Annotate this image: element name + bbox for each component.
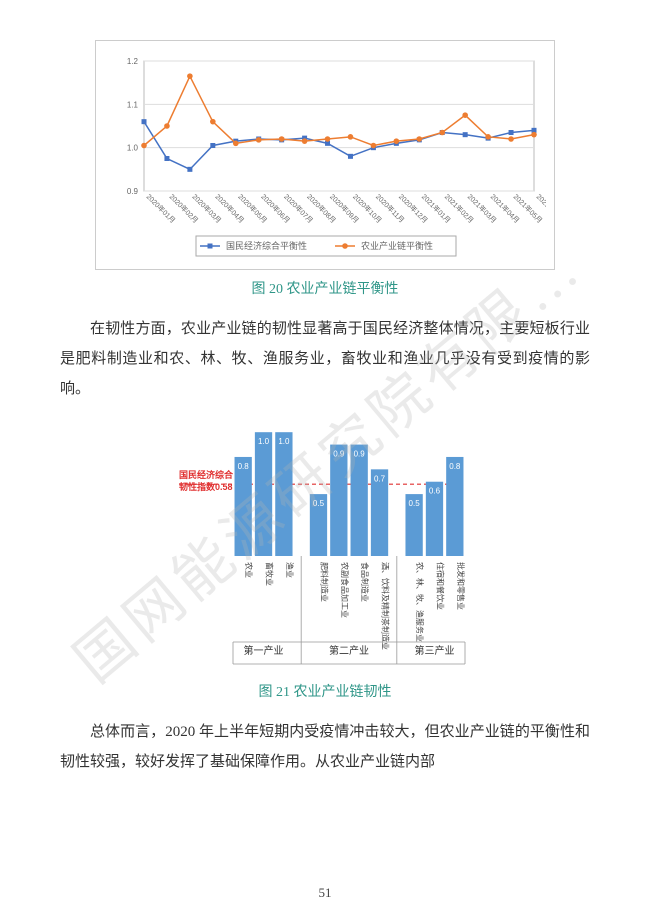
svg-text:1.0: 1.0 bbox=[278, 437, 290, 446]
bar-chart-svg: 国民经济综合韧性指数0.58 0.8 农业 1.0 畜牧业 1.0 渔业 0.5 肥料制造业 0.… bbox=[175, 418, 475, 668]
svg-text:住宿和餐饮业: 住宿和餐饮业 bbox=[435, 562, 445, 610]
svg-text:1.2: 1.2 bbox=[127, 57, 139, 66]
svg-text:畜牧业: 畜牧业 bbox=[265, 562, 275, 586]
svg-text:0.8: 0.8 bbox=[238, 462, 250, 471]
svg-text:第二产业: 第二产业 bbox=[329, 644, 369, 657]
svg-text:农、林、牧、渔服务业: 农、林、牧、渔服务业 bbox=[415, 562, 425, 642]
figure-20-caption: 图 20 农业产业链平衡性 bbox=[60, 278, 590, 298]
line-chart-figure: 0.91.01.11.22020年01月2020年02月2020年03月2020… bbox=[95, 40, 555, 270]
svg-text:批发和零售业: 批发和零售业 bbox=[456, 562, 466, 610]
svg-text:农业产业链平衡性: 农业产业链平衡性 bbox=[361, 240, 433, 251]
figure-21-caption: 图 21 农业产业链韧性 bbox=[60, 681, 590, 701]
page-number: 51 bbox=[0, 885, 650, 901]
svg-text:1.0: 1.0 bbox=[258, 437, 270, 446]
svg-text:国民经济综合: 国民经济综合 bbox=[179, 469, 234, 480]
svg-text:0.5: 0.5 bbox=[313, 499, 325, 508]
svg-text:第一产业: 第一产业 bbox=[244, 644, 284, 657]
paragraph-1: 在韧性方面，农业产业链的韧性显著高于国民经济整体情况，主要短板行业是肥料制造业和… bbox=[60, 314, 590, 404]
svg-text:第三产业: 第三产业 bbox=[414, 644, 454, 657]
svg-text:国民经济综合平衡性: 国民经济综合平衡性 bbox=[226, 240, 307, 251]
svg-text:0.9: 0.9 bbox=[333, 450, 345, 459]
svg-text:渔业: 渔业 bbox=[285, 562, 295, 578]
svg-text:0.9: 0.9 bbox=[354, 450, 366, 459]
svg-text:0.8: 0.8 bbox=[449, 462, 461, 471]
svg-text:0.5: 0.5 bbox=[409, 499, 421, 508]
line-chart-svg: 0.91.01.11.22020年01月2020年02月2020年03月2020… bbox=[106, 51, 546, 261]
svg-text:1.1: 1.1 bbox=[127, 100, 139, 109]
svg-text:肥料制造业: 肥料制造业 bbox=[319, 562, 329, 602]
svg-text:韧性指数0.58: 韧性指数0.58 bbox=[179, 481, 233, 492]
paragraph-2: 总体而言，2020 年上半年短期内受疫情冲击较大，但农业产业链的平衡性和韧性较强… bbox=[60, 717, 590, 777]
svg-text:食品制造业: 食品制造业 bbox=[360, 562, 370, 602]
svg-text:酒、饮料及精制茶制造业: 酒、饮料及精制茶制造业 bbox=[381, 562, 391, 650]
svg-text:0.9: 0.9 bbox=[127, 187, 139, 196]
svg-text:1.0: 1.0 bbox=[127, 144, 139, 153]
svg-text:农副食品加工业: 农副食品加工业 bbox=[340, 562, 350, 618]
bar-chart-figure: 国民经济综合韧性指数0.58 0.8 农业 1.0 畜牧业 1.0 渔业 0.5 肥料制造业 0.… bbox=[175, 418, 475, 673]
svg-text:农业: 农业 bbox=[244, 562, 254, 578]
svg-text:0.6: 0.6 bbox=[429, 487, 441, 496]
svg-text:0.7: 0.7 bbox=[374, 474, 386, 483]
